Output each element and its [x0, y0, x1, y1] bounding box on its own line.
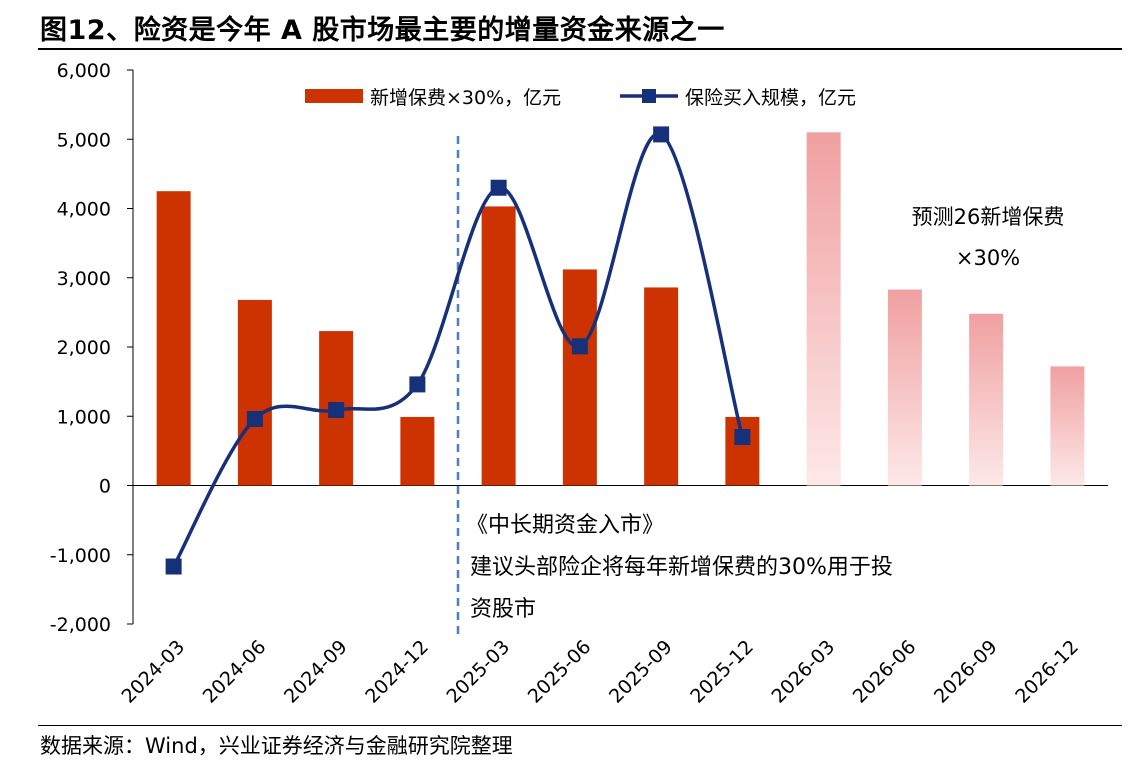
policy-annotation-title: 《中长期资金入市》	[466, 513, 664, 538]
x-tick-label: 2026-12	[1011, 636, 1083, 708]
line-marker	[571, 338, 588, 355]
bar	[562, 269, 597, 486]
y-tick-label: 2,000	[57, 337, 111, 359]
x-tick-label: 2024-03	[117, 636, 189, 708]
x-tick-label: 2024-09	[280, 636, 352, 708]
y-tick-label: 4,000	[57, 199, 111, 221]
line-marker	[490, 179, 507, 196]
x-tick-label: 2026-03	[767, 636, 839, 708]
bar	[237, 299, 272, 486]
bar	[644, 287, 679, 486]
bar	[481, 206, 516, 486]
source-divider	[38, 725, 1122, 726]
y-tick-label: -2,000	[50, 614, 111, 636]
y-tick-label: 5,000	[57, 129, 111, 151]
policy-annotation-line2: 资股市	[470, 597, 536, 622]
forecast-bar	[969, 313, 1004, 486]
y-tick-label: 6,000	[57, 60, 111, 82]
y-tick-label: -1,000	[50, 545, 111, 567]
legend-line-label: 保险买入规模，亿元	[685, 87, 856, 109]
line-marker	[409, 376, 426, 393]
forecast-annotation-line2: ×30%	[956, 246, 1020, 270]
legend-bar-label: 新增保费×30%，亿元	[370, 87, 561, 109]
forecast-annotation-line1: 预测26新增保费	[912, 205, 1065, 229]
line-marker	[165, 558, 182, 575]
x-tick-label: 2025-06	[524, 636, 596, 708]
bar	[725, 416, 760, 486]
x-tick-label: 2024-12	[361, 636, 433, 708]
x-tick-label: 2025-03	[442, 636, 514, 708]
bars	[156, 132, 1085, 486]
chart-title: 图12、险资是今年 A 股市场最主要的增量资金来源之一	[40, 15, 725, 46]
policy-annotation-line1: 建议头部险企将每年新增保费的30%用于投	[470, 555, 893, 580]
x-tick-label: 2026-06	[849, 636, 921, 708]
bar	[400, 416, 435, 486]
forecast-bar	[806, 132, 841, 486]
legend-line-marker	[642, 89, 656, 103]
y-tick-label: 1,000	[57, 406, 111, 428]
line-marker	[328, 402, 345, 419]
line-series	[165, 126, 751, 575]
y-tick-label: 3,000	[57, 268, 111, 290]
x-tick-label: 2025-12	[686, 636, 758, 708]
x-tick-label: 2024-06	[199, 636, 271, 708]
bar	[156, 191, 191, 486]
title-underline	[38, 48, 1122, 50]
y-tick-label: 0	[99, 476, 111, 498]
x-tick-label: 2026-09	[930, 636, 1002, 708]
line-marker	[246, 411, 263, 428]
source-note: 数据来源：Wind，兴业证券经济与金融研究院整理	[40, 734, 513, 758]
forecast-bar	[887, 289, 922, 486]
line-marker	[734, 429, 751, 446]
line-marker	[653, 126, 670, 143]
forecast-bar	[1050, 366, 1085, 486]
legend-bar-swatch	[305, 89, 363, 103]
x-tick-label: 2025-09	[605, 636, 677, 708]
